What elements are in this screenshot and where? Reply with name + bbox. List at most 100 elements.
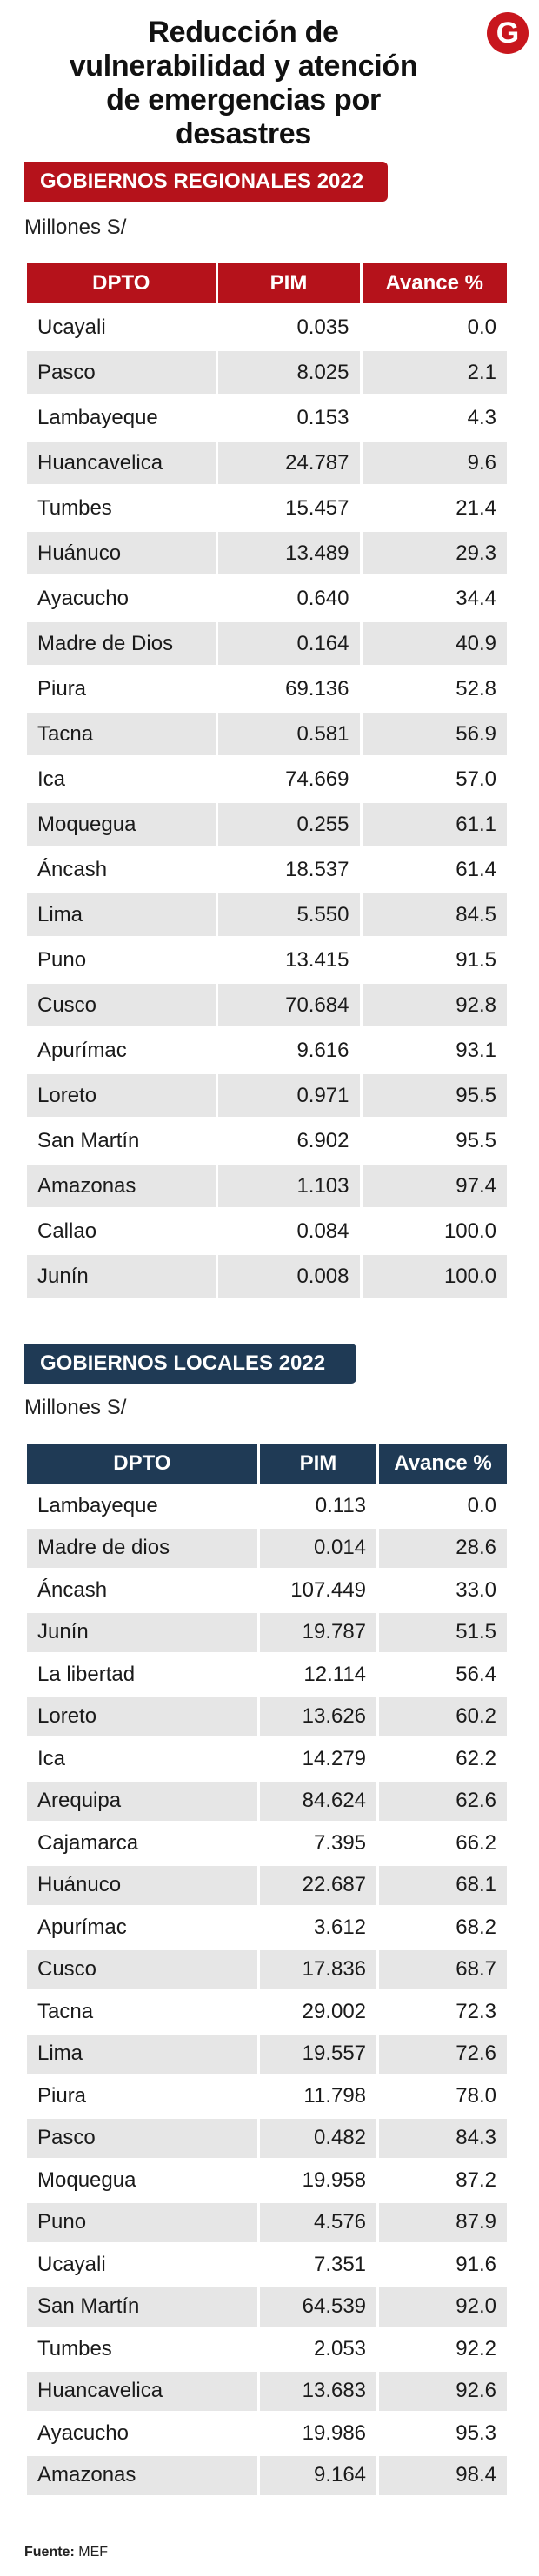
column-header-avance: Avance %: [362, 263, 507, 303]
table-row: Junín 0.008 100.0: [27, 1255, 507, 1298]
cell-avance: 66.2: [379, 1823, 507, 1863]
cell-dpto: Moquegua: [27, 2161, 257, 2201]
table-row: Moquegua 19.958 87.2: [27, 2161, 507, 2201]
cell-dpto: Tumbes: [27, 487, 216, 529]
table-row: Cusco 70.684 92.8: [27, 984, 507, 1026]
cell-pim: 0.971: [217, 1074, 360, 1117]
table-row: Apurímac 9.616 93.1: [27, 1029, 507, 1072]
cell-avance: 21.4: [362, 487, 507, 529]
cell-dpto: Ayacucho: [27, 2413, 257, 2453]
column-header-dpto: DPTO: [27, 263, 216, 303]
cell-dpto: Huancavelica: [27, 442, 216, 484]
cell-dpto: Junín: [27, 1255, 216, 1298]
cell-pim: 9.164: [259, 2455, 377, 2495]
table-row: Lambayeque 0.153 4.3: [27, 396, 507, 439]
cell-dpto: Lima: [27, 2034, 257, 2074]
section-title-regional: GOBIERNOS REGIONALES 2022: [24, 162, 388, 202]
cell-pim: 0.164: [217, 622, 360, 665]
cell-avance: 78.0: [379, 2076, 507, 2116]
table-row: Tacna 29.002 72.3: [27, 1992, 507, 2032]
cell-avance: 2.1: [362, 351, 507, 394]
table-row: Ucayali 0.035 0.0: [27, 306, 507, 349]
cell-dpto: Apurímac: [27, 1908, 257, 1948]
cell-pim: 0.035: [217, 306, 360, 349]
table-row: Huancavelica 24.787 9.6: [27, 442, 507, 484]
cell-dpto: Piura: [27, 2076, 257, 2116]
cell-avance: 61.1: [362, 803, 507, 846]
cell-pim: 84.624: [259, 1781, 377, 1821]
cell-pim: 13.626: [259, 1696, 377, 1736]
cell-dpto: Huancavelica: [27, 2371, 257, 2411]
table-row: Cajamarca 7.395 66.2: [27, 1823, 507, 1863]
cell-avance: 92.2: [379, 2329, 507, 2369]
cell-pim: 0.581: [217, 713, 360, 755]
column-header-avance: Avance %: [379, 1444, 507, 1484]
cell-dpto: Tumbes: [27, 2329, 257, 2369]
table-row: Puno 13.415 91.5: [27, 939, 507, 981]
table-row: Loreto 13.626 60.2: [27, 1696, 507, 1736]
cell-avance: 28.6: [379, 1528, 507, 1568]
cell-avance: 92.0: [379, 2287, 507, 2327]
cell-avance: 92.6: [379, 2371, 507, 2411]
cell-avance: 61.4: [362, 848, 507, 891]
cell-avance: 72.3: [379, 1992, 507, 2032]
cell-pim: 13.415: [217, 939, 360, 981]
cell-dpto: Amazonas: [27, 1165, 216, 1207]
cell-pim: 19.958: [259, 2161, 377, 2201]
units-label-local: Millones S/: [24, 1396, 127, 1419]
cell-pim: 4.576: [259, 2202, 377, 2242]
column-header-dpto: DPTO: [27, 1444, 257, 1484]
cell-pim: 0.255: [217, 803, 360, 846]
cell-pim: 14.279: [259, 1739, 377, 1779]
cell-dpto: Lambayeque: [27, 396, 216, 439]
cell-dpto: La libertad: [27, 1655, 257, 1695]
cell-pim: 70.684: [217, 984, 360, 1026]
cell-pim: 19.986: [259, 2413, 377, 2453]
cell-pim: 17.836: [259, 1949, 377, 1989]
cell-dpto: Ica: [27, 1739, 257, 1779]
cell-pim: 3.612: [259, 1908, 377, 1948]
cell-avance: 40.9: [362, 622, 507, 665]
table-row: Tumbes 15.457 21.4: [27, 487, 507, 529]
cell-pim: 19.557: [259, 2034, 377, 2074]
source-note: Fuente: MEF: [24, 2545, 108, 2560]
cell-avance: 68.1: [379, 1865, 507, 1905]
table-header-row: DPTO PIM Avance %: [27, 1444, 507, 1484]
cell-dpto: Huánuco: [27, 532, 216, 574]
cell-avance: 97.4: [362, 1165, 507, 1207]
cell-avance: 100.0: [362, 1255, 507, 1298]
cell-dpto: Moquegua: [27, 803, 216, 846]
cell-pim: 0.113: [259, 1486, 377, 1526]
cell-pim: 0.084: [217, 1210, 360, 1252]
cell-avance: 9.6: [362, 442, 507, 484]
table-row: Piura 11.798 78.0: [27, 2076, 507, 2116]
cell-dpto: Loreto: [27, 1074, 216, 1117]
brand-logo-icon: G: [487, 12, 529, 54]
cell-avance: 98.4: [379, 2455, 507, 2495]
cell-pim: 0.482: [259, 2118, 377, 2158]
cell-avance: 92.8: [362, 984, 507, 1026]
cell-avance: 62.2: [379, 1739, 507, 1779]
table-row: San Martín 6.902 95.5: [27, 1119, 507, 1162]
cell-avance: 87.2: [379, 2161, 507, 2201]
cell-dpto: Ayacucho: [27, 577, 216, 620]
cell-dpto: Huánuco: [27, 1865, 257, 1905]
cell-pim: 13.683: [259, 2371, 377, 2411]
cell-avance: 52.8: [362, 667, 507, 710]
section-title-local: GOBIERNOS LOCALES 2022: [24, 1344, 356, 1384]
cell-avance: 91.5: [362, 939, 507, 981]
cell-dpto: Puno: [27, 2202, 257, 2242]
cell-pim: 7.351: [259, 2245, 377, 2285]
cell-pim: 8.025: [217, 351, 360, 394]
table-row: La libertad 12.114 56.4: [27, 1655, 507, 1695]
cell-dpto: Ica: [27, 758, 216, 800]
table-row: Arequipa 84.624 62.6: [27, 1781, 507, 1821]
cell-avance: 60.2: [379, 1696, 507, 1736]
table-row: Pasco 8.025 2.1: [27, 351, 507, 394]
table-regional: DPTO PIM Avance % Ucayali 0.035 0.0 Pasco 8.…: [24, 261, 509, 1300]
cell-pim: 19.787: [259, 1612, 377, 1652]
cell-pim: 9.616: [217, 1029, 360, 1072]
units-label-regional: Millones S/: [24, 216, 127, 239]
column-header-pim: PIM: [217, 263, 360, 303]
cell-dpto: Áncash: [27, 1570, 257, 1610]
